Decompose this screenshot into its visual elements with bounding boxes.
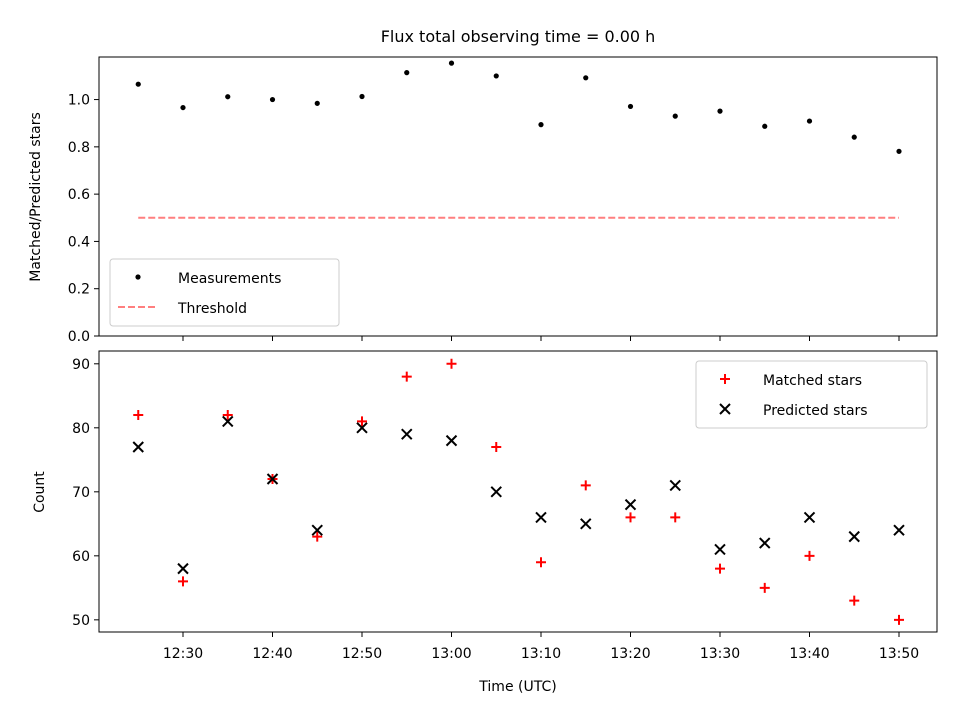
measurement-point (359, 93, 365, 100)
measurement-point (583, 75, 589, 81)
y-tick-label: 70 (72, 485, 90, 501)
measurement-point (314, 100, 320, 106)
x-tick-label: 13:50 (879, 646, 919, 662)
predicted-stars-point (266, 473, 279, 485)
matched-stars-point (759, 582, 770, 593)
predicted-stars-point (490, 486, 502, 498)
predicted-stars-point (719, 403, 731, 415)
matched-stars-point (715, 563, 725, 574)
x-tick-label: 12:50 (342, 646, 382, 662)
predicted-stars-point (177, 562, 189, 575)
matched-stars-point (491, 442, 502, 453)
x-tick-label: 13:30 (700, 646, 740, 662)
plot-frame (98, 56, 938, 337)
measurement-point (269, 96, 276, 103)
predicted-stars-point (759, 537, 771, 549)
measurement-point (225, 94, 231, 100)
predicted-stars-point (848, 530, 860, 543)
measurement-point (493, 73, 499, 79)
measurement-point (538, 122, 544, 128)
y-tick-label: 60 (72, 549, 90, 565)
predicted-stars-point (222, 415, 234, 428)
predicted-stars-point (803, 511, 816, 524)
matched-stars-point (625, 512, 636, 523)
chart-title: Flux total observing time = 0.00 h (381, 27, 656, 46)
predicted-stars-point (669, 479, 681, 492)
matched-stars-point (720, 374, 730, 384)
y-tick-label: 90 (72, 357, 90, 373)
legend-label-threshold: Threshold (177, 301, 247, 317)
measurement-point (135, 274, 141, 280)
measurement-point (672, 113, 678, 119)
legend-label-measurements: Measurements (178, 271, 281, 287)
measurement-point (404, 70, 410, 76)
predicted-stars-point (311, 524, 323, 536)
predicted-stars-point (714, 543, 726, 556)
predicted-stars-point (535, 511, 547, 524)
matched-stars-point (446, 358, 457, 369)
matched-stars-point (357, 416, 367, 427)
matched-stars-point (580, 480, 591, 491)
x-tick-label: 12:30 (163, 646, 203, 662)
measurement-point (806, 118, 813, 124)
measurement-point (762, 123, 768, 129)
matched-stars-point (312, 531, 323, 542)
matched-stars-point (670, 512, 681, 523)
measurement-point (717, 108, 723, 114)
bottom-ylabel: Count (32, 471, 48, 513)
y-tick-label: 1.0 (68, 93, 90, 109)
x-tick-label: 13:20 (610, 646, 650, 662)
y-tick-label: 0.4 (68, 234, 90, 250)
predicted-stars-point (580, 518, 592, 530)
measurement-point (448, 60, 455, 66)
matched-stars-point (849, 595, 860, 606)
predicted-stars-point (445, 434, 458, 447)
matched-stars-point (178, 576, 188, 587)
legend-box (109, 258, 340, 327)
measurement-point (896, 148, 902, 154)
predicted-stars-point (893, 524, 905, 536)
x-tick-label: 12:40 (252, 646, 292, 662)
xlabel: Time (UTC) (478, 679, 556, 695)
measurement-point (851, 134, 857, 140)
matched-stars-point (222, 410, 233, 421)
legend-label-predicted: Predicted stars (763, 403, 868, 419)
y-tick-label: 0.2 (68, 282, 90, 298)
predicted-stars-point (624, 498, 637, 511)
x-tick-label: 13:00 (431, 646, 471, 662)
matched-stars-point (804, 550, 815, 561)
matched-stars-point (401, 371, 412, 382)
matched-stars-point (894, 614, 904, 625)
y-tick-label: 0.8 (68, 140, 90, 156)
legend-label-matched: Matched stars (763, 373, 862, 389)
predicted-stars-point (132, 441, 144, 453)
x-tick-label: 13:40 (789, 646, 829, 662)
x-tick-label: 13:10 (521, 646, 561, 662)
predicted-stars-point (356, 422, 368, 434)
measurement-point (627, 103, 634, 110)
y-tick-label: 50 (72, 613, 90, 629)
predicted-stars-point (401, 428, 413, 440)
y-tick-label: 80 (72, 421, 90, 437)
matched-stars-point (133, 410, 144, 421)
top-ylabel: Matched/Predicted stars (28, 112, 44, 282)
legend-box (695, 360, 928, 429)
y-tick-label: 0.6 (68, 187, 90, 203)
measurement-point (180, 104, 186, 111)
y-tick-label: 0.0 (68, 329, 90, 345)
matched-stars-point (536, 557, 546, 568)
measurement-point (135, 81, 141, 87)
